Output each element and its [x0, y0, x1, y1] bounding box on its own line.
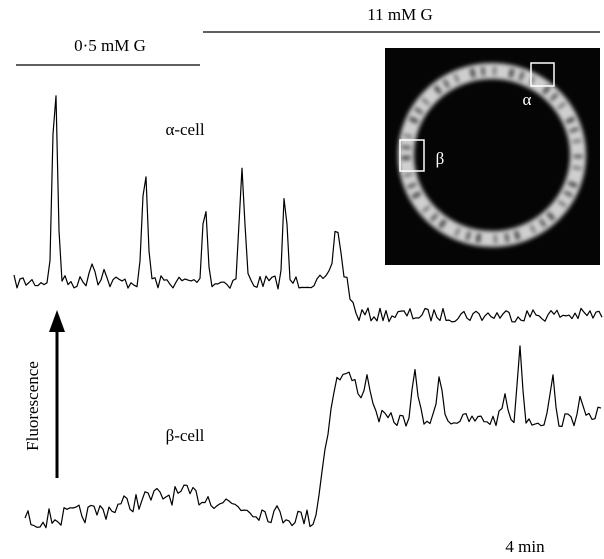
roi-label: α [523, 90, 532, 109]
roi-label: β [436, 149, 445, 168]
condition-label: 11 mM G [367, 5, 433, 24]
axis-label: Fluorescence [23, 361, 42, 451]
micrograph: α β [385, 48, 600, 265]
arrow-head [49, 310, 65, 332]
figure: 11 mM G 0·5 mM G α β α-cell β-cell 4 min… [0, 0, 604, 559]
fluorescence-trace [25, 346, 601, 528]
condition-label: 0·5 mM G [74, 36, 146, 55]
trace-label: α-cell [165, 120, 204, 139]
trace-label: β-cell [166, 426, 205, 445]
scale-label: 4 min [505, 537, 545, 556]
page: {"condition_high": "11 mM G", "condition… [0, 0, 604, 559]
